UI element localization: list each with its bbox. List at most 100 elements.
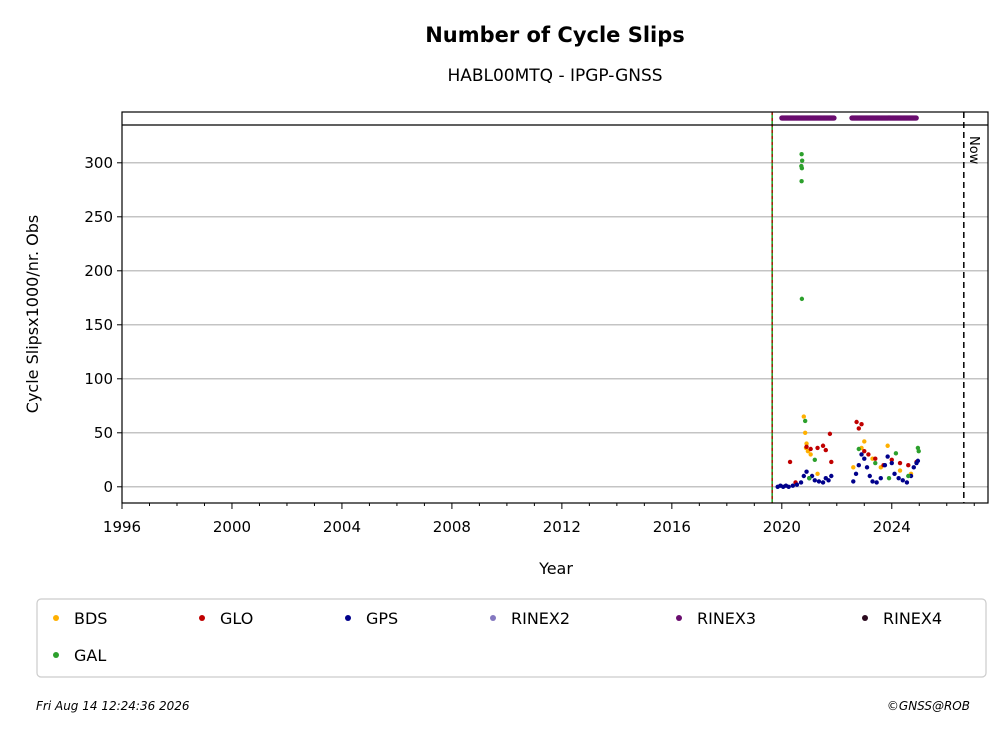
footer-copyright: ©GNSS@ROB <box>887 699 970 713</box>
data-point-gal <box>799 178 804 184</box>
legend-marker <box>862 615 868 621</box>
data-point-glo <box>856 426 861 431</box>
rinex-mark <box>913 115 919 121</box>
legend-label: RINEX4 <box>883 609 942 628</box>
data-point-glo <box>859 421 864 427</box>
data-point-gps <box>878 475 883 481</box>
legend-marker <box>53 615 59 621</box>
data-point-gps <box>911 465 916 470</box>
data-point-glo <box>823 447 828 453</box>
reference-lines <box>771 112 965 503</box>
legend-label: BDS <box>74 609 107 628</box>
data-point-gps <box>870 479 875 484</box>
data-point-bds <box>801 414 807 419</box>
data-point-glo <box>906 463 911 468</box>
data-point-gps <box>826 478 831 483</box>
data-point-glo <box>889 457 894 462</box>
data-point-glo <box>804 444 809 450</box>
legend-label: RINEX2 <box>511 609 570 628</box>
data-point-bds <box>851 465 856 470</box>
data-point-gps <box>864 465 870 470</box>
legend-marker <box>676 615 682 621</box>
data-point-gps <box>874 480 879 485</box>
x-tick-label: 2004 <box>323 518 361 536</box>
legend: BDS GLO GPS RINEX2 RINEX3 RINEX4 GAL <box>53 609 942 665</box>
data-point-gps <box>816 479 822 484</box>
data-point-gal <box>916 448 921 454</box>
data-point-gps <box>794 482 800 487</box>
data-point-glo <box>827 431 833 437</box>
data-point-gps <box>820 480 826 485</box>
legend-marker <box>199 615 205 621</box>
legend-marker <box>53 652 59 658</box>
legend-label: RINEX3 <box>697 609 756 628</box>
x-tick-label: 1996 <box>103 518 141 536</box>
data-point-gps <box>882 463 888 468</box>
data-point-gal <box>873 460 878 466</box>
y-tick-label: 50 <box>94 424 113 442</box>
data-point-bds <box>862 439 867 444</box>
data-point-gal <box>799 166 805 171</box>
y-axis-label: Cycle Slipsx1000/nr. Obs <box>23 215 42 413</box>
data-point-gal <box>799 151 804 157</box>
x-tick-label: 2012 <box>543 518 581 536</box>
y-tick-label: 100 <box>84 370 113 388</box>
data-point-glo <box>862 448 867 454</box>
data-point-gps <box>862 456 867 461</box>
data-point-gal <box>886 475 892 481</box>
y-tick-label: 150 <box>84 316 113 334</box>
chart-subtitle: HABL00MTQ - IPGP-GNSS <box>447 66 662 86</box>
data-point-bds <box>897 468 903 473</box>
data-point-bds <box>802 430 808 435</box>
legend-label: GLO <box>220 609 253 628</box>
data-point-gal <box>807 475 812 481</box>
data-point-gal <box>799 296 805 302</box>
data-point-bds <box>808 452 813 457</box>
data-point-gps <box>915 458 921 464</box>
data-point-gal <box>799 158 805 163</box>
data-point-gps <box>889 460 894 466</box>
legend-label: GAL <box>74 646 106 665</box>
data-point-gps <box>885 454 890 459</box>
plot-frame <box>121 111 989 504</box>
chart-title: Number of Cycle Slips <box>425 23 685 47</box>
x-tick-label: 2008 <box>433 518 471 536</box>
rinex-band <box>779 115 919 121</box>
data-point-glo <box>829 459 834 465</box>
footer-timestamp: Fri Aug 14 12:24:36 2026 <box>36 699 190 713</box>
data-point-gps <box>829 473 834 479</box>
data-point-gal <box>893 451 899 456</box>
x-tick-label: 2020 <box>763 518 801 536</box>
data-point-gps <box>904 480 910 485</box>
data-point-bds <box>885 443 890 448</box>
x-axis-ticks: 1996 2000 2004 2008 2012 2016 2020 2024 <box>103 503 975 536</box>
y-tick-label: 0 <box>103 478 113 496</box>
data-point-gps <box>798 480 804 485</box>
data-point-gps <box>892 471 897 477</box>
now-label: Now <box>966 136 981 165</box>
data-point-gps <box>859 452 864 457</box>
legend-marker <box>345 615 351 621</box>
data-point-gps <box>856 463 861 468</box>
data-point-bds <box>815 471 820 477</box>
legend-marker <box>490 615 496 621</box>
data-point-bds <box>804 441 809 446</box>
data-point-gal <box>812 457 817 462</box>
y-tick-label: 300 <box>84 154 113 172</box>
legend-label: GPS <box>366 609 398 628</box>
data-point-gps <box>786 484 791 489</box>
data-point-gps <box>900 478 905 483</box>
data-point-glo <box>787 459 793 465</box>
data-point-gps <box>801 473 807 479</box>
data-point-glo <box>866 452 871 457</box>
x-axis-label: Year <box>538 559 573 578</box>
x-tick-label: 2024 <box>873 518 911 536</box>
data-point-glo <box>815 445 820 451</box>
data-point-gps <box>853 471 859 477</box>
y-tick-label: 250 <box>84 208 113 226</box>
data-point-gal <box>802 418 808 424</box>
data-point-gps <box>804 469 809 474</box>
data-point-gps <box>851 479 856 484</box>
data-point-gps <box>790 483 796 488</box>
